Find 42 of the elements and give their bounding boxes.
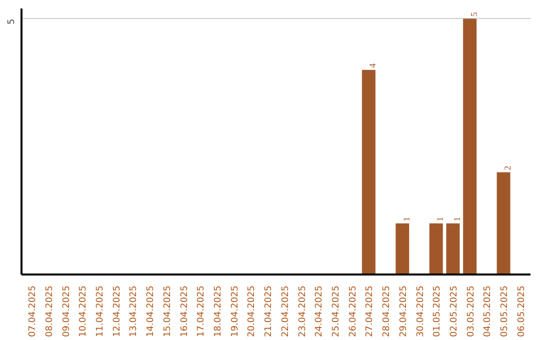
x-tick-label: 24.04.2025 xyxy=(314,286,325,338)
x-tick-label: 02.05.2025 xyxy=(449,286,460,338)
x-tick-label: 06.05.2025 xyxy=(516,286,527,338)
data-label: 1 xyxy=(401,216,412,222)
x-tick-label: 23.04.2025 xyxy=(298,286,308,338)
x-tick-label: 05.05.2025 xyxy=(500,286,510,338)
x-tick-label: 28.04.2025 xyxy=(382,286,392,338)
x-tick-label: 11.04.2025 xyxy=(96,286,106,338)
x-tick-label: 04.05.2025 xyxy=(483,286,494,338)
bar xyxy=(463,18,477,274)
x-tick-label: 12.04.2025 xyxy=(112,286,122,338)
data-label: 1 xyxy=(452,216,462,222)
data-label: 2 xyxy=(502,166,513,170)
x-tick-label: 07.04.2025 xyxy=(28,286,38,338)
x-tick-label: 27.04.2025 xyxy=(365,286,376,338)
x-tick-label: 19.04.2025 xyxy=(230,286,240,338)
x-tick-label: 21.04.2025 xyxy=(264,286,274,338)
x-tick-label: 30.04.2025 xyxy=(416,286,426,338)
x-tick-label: 26.04.2025 xyxy=(348,286,358,338)
bar xyxy=(496,172,510,274)
bar xyxy=(429,223,443,274)
x-tick-label: 10.04.2025 xyxy=(78,286,89,338)
x-tick-label: 13.04.2025 xyxy=(129,286,140,338)
data-label: 4 xyxy=(368,62,378,68)
x-tick-label: 01.05.2025 xyxy=(432,286,443,338)
x-tick-label: 22.04.2025 xyxy=(280,286,291,338)
x-tick-label: 17.04.2025 xyxy=(196,286,207,338)
bar xyxy=(362,70,376,274)
x-tick-label: 16.04.2025 xyxy=(180,286,190,338)
x-tick-label: 20.04.2025 xyxy=(247,286,258,338)
data-label: 1 xyxy=(435,216,446,222)
x-tick-label: 18.04.2025 xyxy=(214,286,224,338)
x-tick-label: 09.04.2025 xyxy=(62,286,72,338)
x-tick-label: 14.04.2025 xyxy=(146,286,156,338)
data-label: 5 xyxy=(468,12,479,17)
bar xyxy=(446,223,460,274)
bar xyxy=(396,223,410,274)
x-tick-label: 03.05.2025 xyxy=(466,286,476,338)
x-tick-label: 29.04.2025 xyxy=(398,286,409,338)
x-tick-label: 15.04.2025 xyxy=(162,286,173,338)
x-tick-label: 25.04.2025 xyxy=(331,286,342,338)
x-tick-label: 08.04.2025 xyxy=(44,286,55,338)
